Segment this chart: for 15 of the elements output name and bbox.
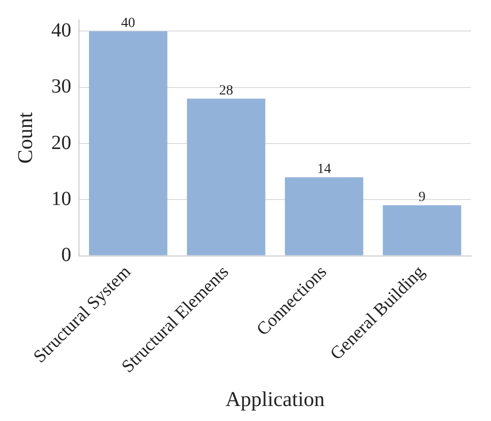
- y-tick-label: 10: [51, 188, 72, 210]
- y-tick-label: 30: [51, 76, 72, 98]
- y-tick-label: 20: [51, 132, 72, 154]
- bar: [88, 31, 168, 256]
- data-label: 40: [121, 16, 136, 31]
- data-label: 28: [219, 83, 234, 98]
- data-label: 9: [418, 190, 426, 205]
- y-axis-title: Count: [13, 112, 38, 164]
- x-axis-title: Application: [226, 386, 326, 411]
- y-tick-label: 0: [61, 244, 72, 266]
- y-tick-label: 40: [51, 19, 72, 42]
- bar: [186, 98, 266, 256]
- bar: [382, 205, 462, 256]
- data-label: 14: [317, 162, 332, 177]
- bar: [284, 177, 364, 256]
